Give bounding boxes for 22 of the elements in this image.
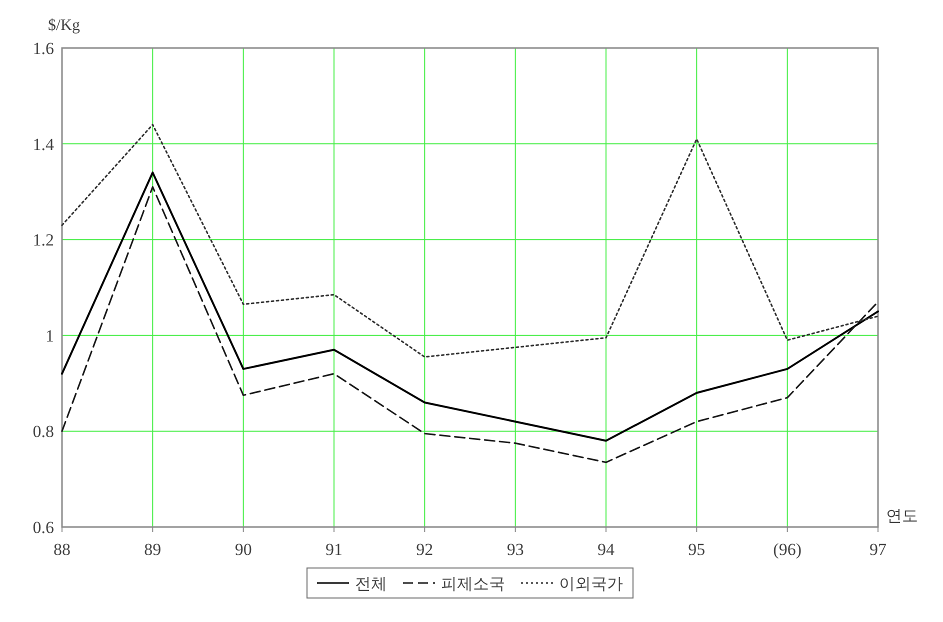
x-tick-label: 94 (598, 540, 615, 559)
x-tick-label: 93 (506, 540, 524, 559)
line-series (61, 124, 879, 358)
x-tick-label: 88 (54, 540, 70, 559)
y-axis-title: $/Kg (48, 17, 80, 34)
y-tick-label: 1.4 (32, 134, 54, 154)
y-tick-label: 0.8 (32, 422, 54, 442)
y-tick-label: 0.6 (32, 518, 54, 537)
x-tick-label: 89 (144, 540, 162, 559)
x-tick-label: 92 (416, 540, 434, 559)
y-tick-label: 1.2 (32, 230, 54, 250)
x-axis-title: 연도 (886, 508, 918, 525)
x-tick-label: 95 (688, 540, 706, 559)
x-tick-label: 97 (870, 540, 887, 559)
x-tick-label: 90 (234, 540, 252, 559)
x-tick-label: 91 (326, 540, 342, 559)
legend-label: 이외국가 (559, 576, 623, 593)
legend-label: 피제소국 (441, 576, 505, 593)
x-tick-label: (96) (773, 540, 802, 559)
y-tick-label: 1.6 (32, 39, 54, 58)
legend-label: 전체 (355, 576, 387, 593)
y-tick-label: 1 (46, 326, 54, 346)
